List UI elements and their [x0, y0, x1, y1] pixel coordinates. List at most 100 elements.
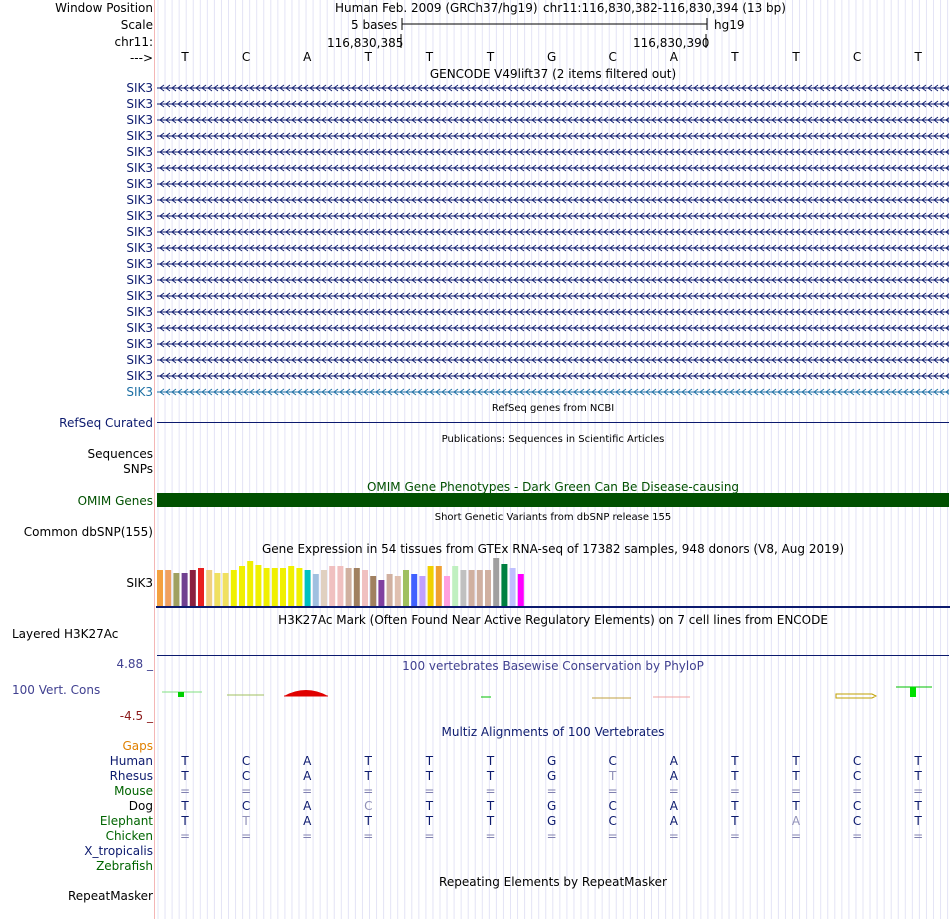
gencode-gene-label[interactable]: SIK3 — [126, 145, 153, 159]
gencode-gene-model[interactable] — [157, 369, 949, 383]
gencode-gene-model[interactable] — [157, 337, 949, 351]
gencode-gene-model[interactable] — [157, 193, 949, 207]
multiz-base: T — [364, 754, 372, 768]
multiz-species-label[interactable]: Human — [109, 754, 153, 768]
multiz-base: T — [731, 754, 739, 768]
gencode-gene-model[interactable] — [157, 177, 949, 191]
h3k27ac-track-title[interactable]: H3K27Ac Mark (Often Found Near Active Re… — [278, 613, 828, 627]
gtex-tissue-bar — [386, 574, 393, 606]
gencode-gene-model[interactable] — [157, 161, 949, 175]
refseq-track-title[interactable]: RefSeq genes from NCBI — [491, 403, 615, 414]
gtex-bar-chart[interactable] — [156, 556, 556, 606]
multiz-base: C — [608, 814, 617, 828]
gencode-gene-label[interactable]: SIK3 — [126, 129, 153, 143]
multiz-species-label[interactable]: Chicken — [105, 829, 153, 843]
repeatmasker-label[interactable]: RepeatMasker — [67, 889, 153, 903]
gencode-gene-label[interactable]: SIK3 — [126, 81, 153, 95]
db-name: hg19 — [714, 18, 745, 32]
gtex-label[interactable]: SIK3 — [126, 576, 153, 590]
gencode-gene-label[interactable]: SIK3 — [126, 225, 153, 239]
multiz-track-title[interactable]: Multiz Alignments of 100 Vertebrates — [441, 725, 665, 739]
gencode-gene-label[interactable]: SIK3 — [126, 369, 153, 383]
gencode-gene-label[interactable]: SIK3 — [126, 97, 153, 111]
gencode-gene-model[interactable] — [157, 145, 949, 159]
gencode-gene-model[interactable] — [157, 385, 949, 399]
gencode-gene-label[interactable]: SIK3 — [126, 257, 153, 271]
gencode-gene-model[interactable] — [157, 225, 949, 239]
conservation-track-title[interactable]: 100 vertebrates Basewise Conservation by… — [402, 659, 704, 673]
omim-label[interactable]: OMIM Genes — [77, 494, 153, 508]
gencode-gene-model[interactable] — [157, 209, 949, 223]
multiz-base: G — [546, 754, 557, 768]
gtex-track-title[interactable]: Gene Expression in 54 tissues from GTEx … — [261, 542, 845, 556]
gencode-gene-model[interactable] — [157, 321, 949, 335]
gtex-tissue-bar — [452, 566, 459, 606]
gtex-tissue-bar — [444, 576, 450, 606]
multiz-base: A — [669, 814, 678, 828]
repeatmasker-track-title[interactable]: Repeating Elements by RepeatMasker — [439, 875, 667, 889]
gencode-gene-label[interactable]: SIK3 — [126, 209, 153, 223]
multiz-base: = — [546, 784, 557, 798]
gencode-gene-label[interactable]: SIK3 — [126, 289, 153, 303]
multiz-species-label[interactable]: Mouse — [114, 784, 153, 798]
multiz-species-label[interactable]: Zebrafish — [96, 859, 153, 873]
gencode-gene-model[interactable] — [157, 257, 949, 271]
gencode-gene-label[interactable]: SIK3 — [126, 353, 153, 367]
gencode-gene-model[interactable] — [157, 273, 949, 287]
multiz-base: C — [608, 754, 617, 768]
h3k27ac-label[interactable]: Layered H3K27Ac — [12, 627, 119, 641]
multiz-species-label[interactable]: Dog — [128, 799, 153, 813]
conservation-label[interactable]: 100 Vert. Cons — [12, 683, 101, 697]
gencode-gene-model[interactable] — [157, 81, 949, 95]
multiz-species-label[interactable]: X_tropicalis — [84, 844, 153, 858]
sequence-base: G — [546, 50, 557, 64]
gencode-gene-label[interactable]: SIK3 — [126, 273, 153, 287]
dbsnp-label[interactable]: Common dbSNP(155) — [23, 525, 153, 539]
gencode-gene-label[interactable]: SIK3 — [126, 385, 153, 399]
gencode-gene-model[interactable] — [157, 129, 949, 143]
multiz-species-label[interactable]: Rhesus — [109, 769, 153, 783]
multiz-base: C — [852, 754, 862, 768]
multiz-base: T — [914, 814, 922, 828]
multiz-base: C — [241, 769, 251, 783]
gencode-gene-model[interactable] — [157, 113, 949, 127]
publications-label-line2[interactable]: SNPs — [123, 462, 153, 476]
sequence-base: T — [364, 50, 372, 64]
gencode-gene-label[interactable]: SIK3 — [126, 161, 153, 175]
gencode-gene-model[interactable] — [157, 289, 949, 303]
gencode-gene-label[interactable]: SIK3 — [126, 177, 153, 191]
refseq-gene-line[interactable] — [157, 422, 949, 423]
gtex-tissue-bar — [173, 573, 180, 606]
gtex-tissue-bar — [321, 570, 327, 606]
multiz-base: = — [241, 784, 252, 798]
multiz-species-label[interactable]: Elephant — [99, 814, 153, 828]
multiz-base: = — [852, 784, 863, 798]
gtex-tissue-bar — [189, 570, 196, 606]
gencode-gene-label[interactable]: SIK3 — [126, 321, 153, 335]
gencode-gene-label[interactable]: SIK3 — [126, 241, 153, 255]
publications-label-line1[interactable]: Sequences — [87, 447, 153, 461]
conservation-plot[interactable] — [156, 674, 950, 714]
gencode-gene-label[interactable]: SIK3 — [126, 305, 153, 319]
multiz-base: = — [729, 784, 740, 798]
publications-track-title[interactable]: Publications: Sequences in Scientific Ar… — [441, 434, 665, 445]
multiz-base: = — [607, 829, 618, 843]
sequence-base: A — [669, 50, 678, 64]
gencode-gene-model[interactable] — [157, 97, 949, 111]
multiz-base: T — [181, 769, 189, 783]
omim-track-title[interactable]: OMIM Gene Phenotypes - Dark Green Can Be… — [366, 480, 740, 494]
gencode-gene-model[interactable] — [157, 241, 949, 255]
gencode-gene-model[interactable] — [157, 305, 949, 319]
dbsnp-track-title[interactable]: Short Genetic Variants from dbSNP releas… — [434, 512, 672, 523]
multiz-base: T — [792, 799, 800, 813]
multiz-base: T — [242, 814, 250, 828]
omim-gene-bar[interactable] — [157, 493, 949, 507]
gencode-track-title[interactable]: GENCODE V49lift37 (2 items filtered out) — [429, 67, 677, 81]
gencode-gene-label[interactable]: SIK3 — [126, 337, 153, 351]
multiz-base: = — [302, 829, 313, 843]
gencode-gene-label[interactable]: SIK3 — [126, 113, 153, 127]
multiz-base: T — [181, 799, 189, 813]
gencode-gene-model[interactable] — [157, 353, 949, 367]
refseq-label[interactable]: RefSeq Curated — [59, 416, 153, 430]
gencode-gene-label[interactable]: SIK3 — [126, 193, 153, 207]
